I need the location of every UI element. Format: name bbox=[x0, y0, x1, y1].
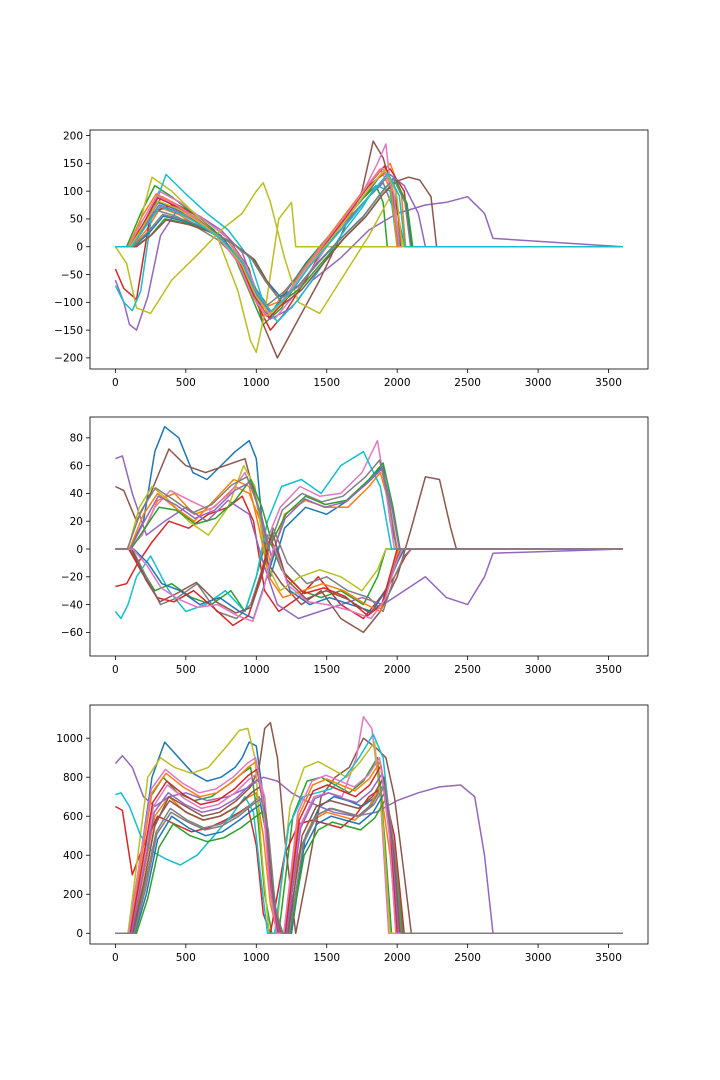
x-tick-label: 3000 bbox=[525, 952, 552, 964]
y-tick-label: 40 bbox=[70, 488, 83, 500]
series-line-bottom-8 bbox=[115, 727, 623, 935]
series-line-middle-17 bbox=[115, 459, 623, 550]
chart-panel-bottom: 0 500 1000 1500 2000 2500 3000 3500100080060040… bbox=[56, 704, 649, 964]
series-line-top-18 bbox=[115, 178, 623, 301]
series-line-top-14 bbox=[115, 165, 623, 319]
x-tick-label: 3500 bbox=[595, 377, 622, 389]
series-line-top-9 bbox=[115, 176, 623, 354]
axes-frame-bottom bbox=[89, 704, 649, 945]
series-line-middle-4 bbox=[115, 455, 623, 620]
series-group-bottom bbox=[114, 715, 623, 935]
axes-frame-top bbox=[89, 129, 649, 370]
y-tick-label: −20 bbox=[61, 572, 83, 584]
y-tick-label: −60 bbox=[61, 627, 83, 639]
chart-panel-top: 0 500 1000 1500 2000 2500 3000 3500200150100500… bbox=[54, 129, 649, 389]
series-line-middle-14 bbox=[115, 467, 623, 557]
y-tick-label: −100 bbox=[54, 297, 83, 309]
y-tick-label: 0 bbox=[76, 928, 83, 940]
x-tick-label: 3500 bbox=[595, 952, 622, 964]
series-line-middle-15 bbox=[115, 531, 623, 614]
series-line-bottom-17 bbox=[115, 784, 623, 935]
x-tick-label: 1500 bbox=[313, 952, 340, 964]
y-tick-label: −40 bbox=[61, 599, 83, 611]
series-line-top-20 bbox=[115, 172, 623, 312]
x-tick-label: 3000 bbox=[525, 377, 552, 389]
y-tick-label: 100 bbox=[63, 186, 83, 198]
series-line-bottom-14 bbox=[115, 772, 623, 935]
x-tick-label: 3500 bbox=[595, 664, 622, 676]
x-tick-label: 2000 bbox=[384, 377, 411, 389]
series-line-top-2 bbox=[115, 184, 623, 326]
x-tick-label: 500 bbox=[176, 664, 196, 676]
y-tick-label: 0 bbox=[76, 544, 83, 556]
series-group-middle bbox=[114, 425, 623, 634]
x-tick-label: 2500 bbox=[454, 664, 481, 676]
series-line-top-12 bbox=[115, 168, 623, 317]
x-tick-label: 500 bbox=[176, 377, 196, 389]
x-tick-label: 1000 bbox=[243, 952, 270, 964]
series-line-bottom-13 bbox=[115, 764, 623, 935]
series-line-middle-12 bbox=[115, 462, 623, 550]
series-line-middle-6 bbox=[115, 439, 623, 550]
y-tick-label: 200 bbox=[63, 130, 83, 142]
series-line-middle-10 bbox=[115, 548, 623, 620]
y-tick-label: 1000 bbox=[56, 733, 83, 745]
series-line-top-1 bbox=[115, 162, 623, 309]
y-tick-label: −150 bbox=[54, 325, 83, 337]
x-tick-label: 1000 bbox=[243, 664, 270, 676]
x-tick-label: 1500 bbox=[313, 377, 340, 389]
y-tick-label: 400 bbox=[63, 850, 83, 862]
x-tick-label: 0 bbox=[112, 377, 119, 389]
series-group-top bbox=[114, 140, 623, 359]
y-tick-label: 0 bbox=[76, 242, 83, 254]
series-line-bottom-5 bbox=[115, 721, 623, 935]
x-tick-label: 2500 bbox=[454, 377, 481, 389]
series-line-middle-7 bbox=[115, 527, 623, 620]
x-tick-label: 1000 bbox=[243, 377, 270, 389]
series-line-bottom-4 bbox=[114, 754, 623, 935]
series-line-bottom-3 bbox=[115, 786, 623, 935]
series-line-middle-9 bbox=[114, 450, 623, 620]
series-line-top-6 bbox=[115, 143, 623, 320]
x-tick-label: 1500 bbox=[313, 664, 340, 676]
axes-frame-middle bbox=[89, 416, 649, 657]
series-line-top-16 bbox=[115, 176, 623, 306]
y-tick-label: 150 bbox=[63, 158, 83, 170]
x-tick-label: 3000 bbox=[525, 664, 552, 676]
series-line-bottom-16 bbox=[115, 756, 623, 935]
chart-panel-middle: 0 500 1000 1500 2000 2500 3000 3500 80 60 40 20 0 −20… bbox=[61, 416, 649, 676]
series-line-bottom-15 bbox=[115, 776, 623, 935]
series-line-top-8 bbox=[114, 182, 623, 315]
series-line-middle-8 bbox=[115, 464, 623, 592]
y-tick-label: 800 bbox=[63, 772, 83, 784]
y-tick-label: 60 bbox=[70, 460, 83, 472]
series-line-bottom-11 bbox=[115, 760, 623, 935]
x-tick-label: 500 bbox=[176, 952, 196, 964]
series-line-top-17 bbox=[115, 167, 623, 317]
series-line-top-5 bbox=[115, 140, 623, 359]
x-tick-label: 2000 bbox=[384, 664, 411, 676]
series-line-top-7 bbox=[115, 182, 623, 306]
y-tick-label: −50 bbox=[61, 269, 83, 281]
y-tick-label: −200 bbox=[54, 353, 83, 365]
series-line-bottom-12 bbox=[115, 797, 623, 935]
series-line-bottom-2 bbox=[115, 756, 623, 935]
series-line-middle-11 bbox=[115, 478, 623, 613]
x-tick-label: 0 bbox=[112, 952, 119, 964]
series-line-top-4 bbox=[114, 195, 623, 331]
series-line-bottom-9 bbox=[115, 733, 623, 935]
series-line-top-19 bbox=[115, 169, 623, 316]
y-tick-label: 600 bbox=[63, 811, 83, 823]
y-tick-label: 50 bbox=[70, 214, 83, 226]
x-tick-label: 2500 bbox=[454, 952, 481, 964]
x-tick-label: 0 bbox=[112, 664, 119, 676]
y-tick-label: 80 bbox=[70, 433, 83, 445]
series-line-middle-16 bbox=[115, 545, 623, 623]
y-tick-label: 20 bbox=[70, 516, 83, 528]
y-tick-label: 200 bbox=[63, 889, 83, 901]
x-tick-label: 2000 bbox=[384, 952, 411, 964]
